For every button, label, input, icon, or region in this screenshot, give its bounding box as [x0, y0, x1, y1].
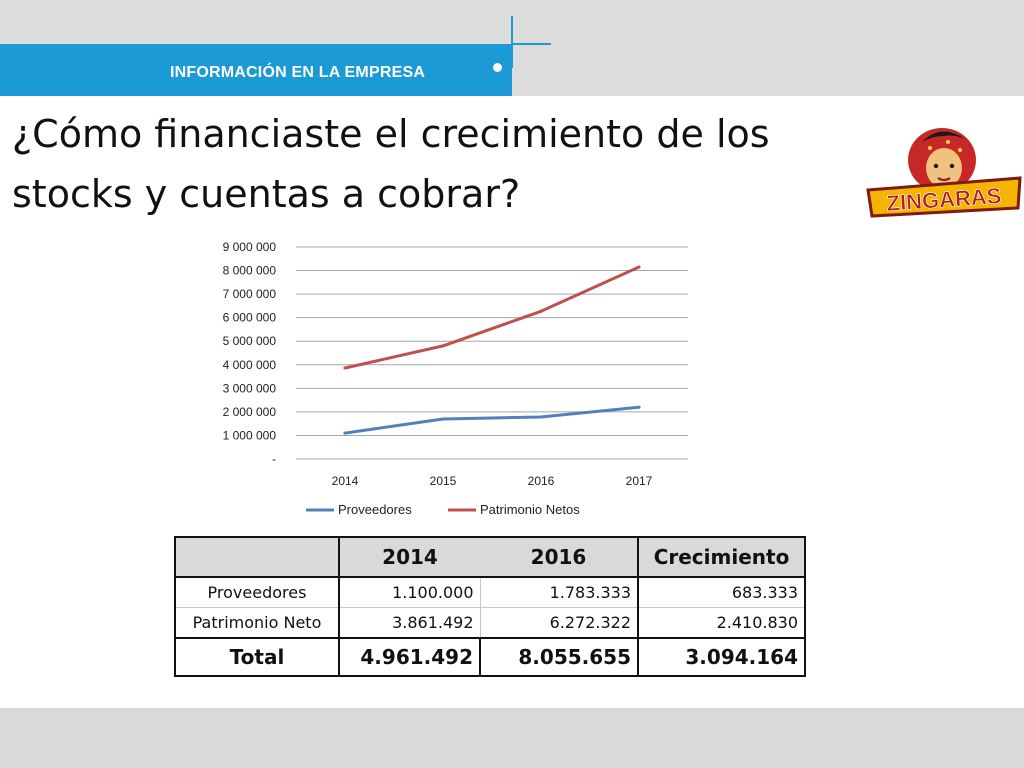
y-tick-label: 3 000 000: [223, 381, 277, 395]
table-header-cell: [175, 537, 340, 578]
table-header-cell: 2016: [480, 537, 639, 578]
logo-face-icon: [926, 148, 962, 188]
decorative-line: [511, 16, 513, 68]
decorative-dot: [493, 63, 502, 72]
title-line: stocks y cuentas a cobrar?: [12, 172, 521, 216]
page-title: ¿Cómo financiaste el crecimiento de los …: [12, 104, 852, 224]
y-tick-label: 7 000 000: [223, 287, 277, 301]
x-tick-label: 2017: [626, 474, 653, 488]
row-label: Patrimonio Neto: [175, 607, 340, 639]
table-row: Patrimonio Neto 3.861.492 6.272.322 2.41…: [175, 607, 805, 639]
data-point: [441, 344, 445, 348]
y-tick-label: 9 000 000: [223, 240, 277, 254]
table-total-row: Total 4.961.492 8.055.655 3.094.164: [175, 637, 805, 676]
y-tick-label: 5 000 000: [223, 334, 277, 348]
y-tick-label: 4 000 000: [223, 358, 277, 372]
legend-label: Proveedores: [338, 502, 412, 517]
zingaras-logo: ZINGARAS: [866, 128, 1022, 218]
y-tick-label: 8 000 000: [223, 264, 277, 278]
logo-banner-icon: [866, 176, 1022, 218]
y-tick-label: 2 000 000: [223, 405, 277, 419]
x-tick-label: 2015: [430, 474, 457, 488]
total-cell: 8.055.655: [479, 637, 639, 676]
table-cell: 1.100.000: [338, 576, 481, 608]
data-point: [343, 366, 347, 370]
table-cell: 2.410.830: [637, 607, 805, 639]
total-cell: 4.961.492: [338, 637, 481, 676]
title-line: ¿Cómo financiaste el crecimiento de los: [12, 112, 770, 156]
decorative-line: [511, 43, 551, 45]
table-cell: 6.272.322: [479, 607, 639, 639]
series-line-1: [343, 405, 641, 435]
legend-label: Patrimonio Netos: [480, 502, 580, 517]
x-tick-label: 2014: [332, 474, 359, 488]
line-chart: - 1 000 000 2 000 000 3 000 000 4 000 000 5 0…: [223, 240, 688, 517]
y-tick-label: 1 000 000: [223, 428, 277, 442]
table-cell: 1.783.333: [479, 576, 639, 608]
series-line-2: [343, 265, 641, 370]
total-label: Total: [175, 637, 340, 676]
data-point: [343, 431, 347, 435]
table-row: Proveedores 1.100.000 1.783.333 683.333: [175, 576, 805, 608]
x-tick-label: 2016: [528, 474, 555, 488]
table-header-row: 2014 2016 Crecimiento: [175, 537, 805, 578]
data-point: [637, 405, 641, 409]
financing-table: 2014 2016 Crecimiento Proveedores 1.100.…: [174, 536, 806, 677]
section-label: INFORMACIÓN EN LA EMPRESA: [170, 64, 426, 81]
y-tick-label: -: [272, 452, 276, 466]
y-tick-label: 6 000 000: [223, 311, 277, 325]
table-cell: 3.861.492: [338, 607, 481, 639]
section-banner: [0, 44, 512, 96]
table-header-cell: 2014: [338, 537, 480, 578]
data-point: [637, 265, 641, 269]
data-point: [539, 309, 543, 313]
data-point: [441, 417, 445, 421]
slide: INFORMACIÓN EN LA EMPRESA ¿Cómo financia…: [0, 0, 1024, 708]
table-header-cell: Crecimiento: [637, 537, 805, 578]
table-cell: 683.333: [637, 576, 805, 608]
row-label: Proveedores: [175, 576, 340, 608]
data-point: [539, 415, 543, 419]
total-cell: 3.094.164: [637, 637, 805, 676]
